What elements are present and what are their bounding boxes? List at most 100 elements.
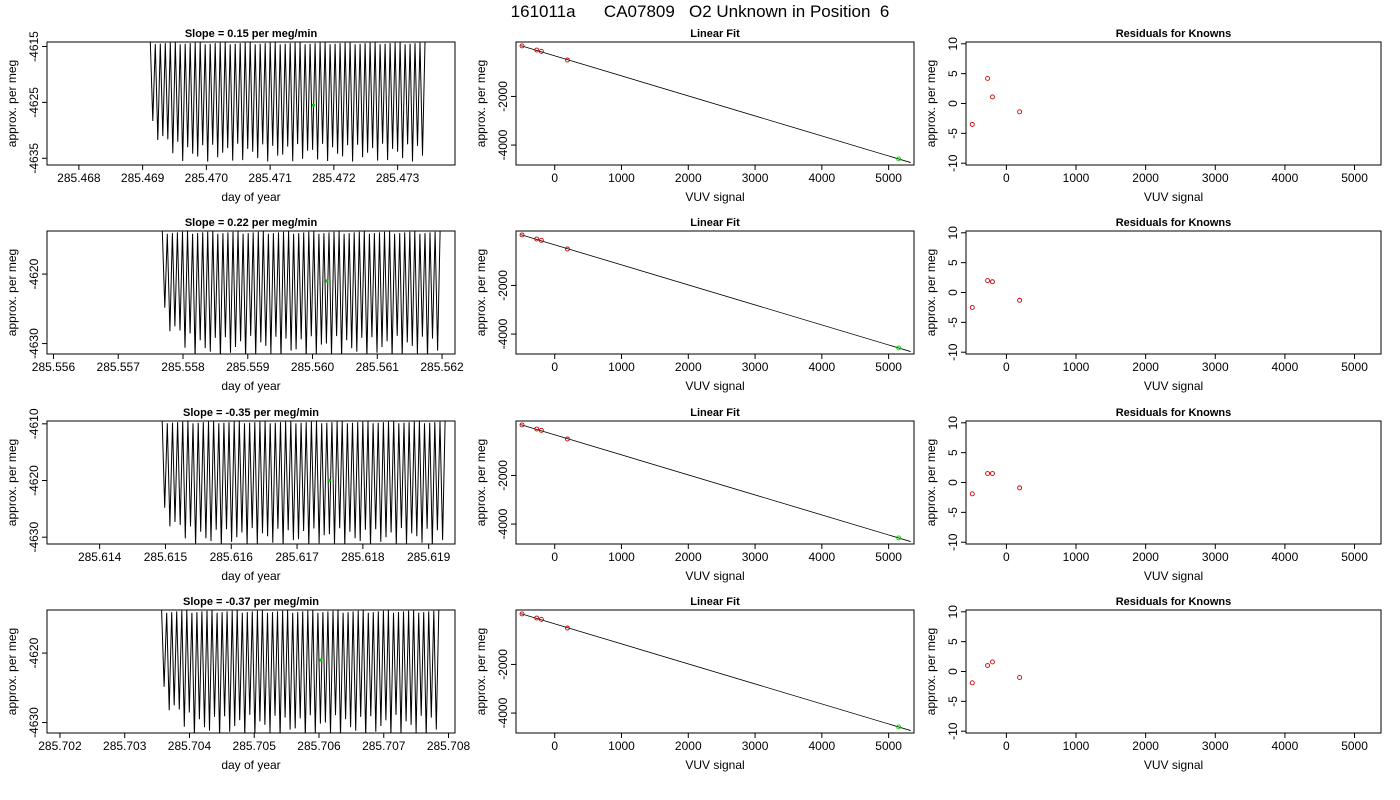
x-tick-label: 0 [551,171,558,185]
x-tick-label: 5000 [1341,739,1368,753]
x-axis: 0 1000 2000 3000 4000 5000 VUV signal [551,544,902,583]
x-axis-label: day of year [221,569,280,583]
plot-frame [515,41,915,166]
y-tick-label: -4630 [27,328,41,359]
chart-title: Residuals for Knowns [1116,407,1232,419]
x-tick-label: 4000 [808,360,835,374]
x-axis: 0 1000 2000 3000 4000 5000 VUV signal [551,354,902,393]
y-tick-label: 0 [946,100,960,107]
x-tick-label: 285.703 [103,739,147,753]
x-tick-label: 4000 [1272,171,1299,185]
x-tick-label: 3000 [1202,360,1229,374]
x-axis-label: VUV signal [1144,569,1203,583]
x-axis-label: VUV signal [685,379,744,393]
residual-point [1017,675,1023,680]
x-tick-label: 1000 [608,171,635,185]
plot-area [519,232,911,352]
y-axis: 10 5 0 -5 -10 approx. per meg [924,605,966,740]
x-axis-label: day of year [221,190,280,204]
y-tick-label: -4630 [27,707,41,738]
fit-line [520,424,911,542]
x-tick-label: 5000 [875,171,902,185]
chart-panel: Linear Fit 0 1000 2000 3000 4000 5000 VUV signa… [474,28,915,204]
chart-title: Linear Fit [690,407,740,419]
x-tick-label: 285.706 [297,739,341,753]
unknown-point [896,724,902,730]
y-axis-label: approx. per meg [5,439,19,526]
y-tick-label: -4000 [496,318,510,349]
x-tick-label: 0 [1003,360,1010,374]
known-point [538,48,544,54]
chart-title: Linear Fit [690,28,740,40]
x-tick-label: 4000 [808,739,835,753]
x-tick-label: 285.702 [38,739,82,753]
y-axis: -4620 -4630 approx. per meg [5,628,47,738]
known-point [534,47,540,53]
known-point [564,57,570,63]
plot-area [969,278,1023,310]
x-axis: 0 1000 2000 3000 4000 5000 VUV signal [1003,544,1368,583]
x-axis: 285.702 285.703 285.704 285.705 285.706 285.7… [38,733,471,772]
x-axis-label: day of year [221,379,280,393]
chart-title: Slope = -0.35 per meg/min [183,407,319,419]
x-tick-label: 285.471 [248,171,292,185]
x-axis: 0 1000 2000 3000 4000 5000 VUV signal [1003,733,1368,772]
x-tick-label: 1000 [1063,739,1090,753]
x-tick-label: 4000 [808,550,835,564]
x-tick-label: 3000 [742,360,769,374]
x-tick-label: 1000 [1063,550,1090,564]
chart-title: Residuals for Knowns [1116,596,1232,608]
y-axis: -4615 -4625 -4635 approx. per meg [5,31,47,174]
x-axis: 0 1000 2000 3000 4000 5000 VUV signal [551,165,902,204]
plot-area [519,611,911,731]
y-axis-label: approx. per meg [5,249,19,336]
y-tick-label: -4625 [27,87,41,118]
known-point [534,236,540,242]
y-tick-label: 5 [946,449,960,456]
x-tick-label: 2000 [1132,171,1159,185]
known-point [519,611,525,617]
y-axis: -4620 -4630 approx. per meg [5,249,47,359]
y-axis-label: approx. per meg [5,628,19,715]
y-axis: -2000 -4000 approx. per meg [474,439,516,539]
plot-frame [46,609,456,734]
y-tick-label: 0 [946,289,960,296]
plot-area [149,42,426,162]
highlight-point [311,103,316,107]
y-axis: 10 5 0 -5 -10 approx. per meg [924,37,966,172]
x-tick-label: 0 [551,360,558,374]
x-axis: 0 1000 2000 3000 4000 5000 VUV signal [1003,165,1368,204]
y-tick-label: 5 [946,259,960,266]
chart-panel: Residuals for Knowns 0 1000 2000 3000 4000 500… [924,407,1382,583]
y-tick-label: -4000 [496,697,510,728]
plot-area [161,610,440,733]
chart-panel: Linear Fit 0 1000 2000 3000 4000 5000 VUV signa… [474,217,915,393]
plot-area [969,75,1023,127]
plot-area [519,422,911,542]
x-tick-label: 285.470 [185,171,229,185]
x-axis-label: VUV signal [685,569,744,583]
y-axis: 10 5 0 -5 -10 approx. per meg [924,416,966,551]
y-axis: -4610 -4620 -4630 approx. per meg [5,408,47,553]
unknown-point [896,345,902,351]
x-tick-label: 4000 [1272,360,1299,374]
x-tick-label: 285.469 [121,171,165,185]
x-axis-label: VUV signal [1144,758,1203,772]
x-tick-label: 5000 [1341,360,1368,374]
plot-frame [515,609,915,734]
known-point [534,426,540,432]
x-tick-label: 2000 [1132,739,1159,753]
unknown-point [896,535,902,541]
known-point [538,427,544,433]
x-axis: 0 1000 2000 3000 4000 5000 VUV signal [551,733,902,772]
page-title: 161011a CA07809 O2 Unknown in Position 6 [510,2,890,21]
known-point [519,232,525,238]
x-tick-label: 285.559 [226,360,270,374]
y-axis-label: approx. per meg [924,439,938,526]
y-tick-label: -4620 [27,465,41,496]
plot-area [519,43,911,163]
y-axis: -2000 -4000 approx. per meg [474,60,516,160]
